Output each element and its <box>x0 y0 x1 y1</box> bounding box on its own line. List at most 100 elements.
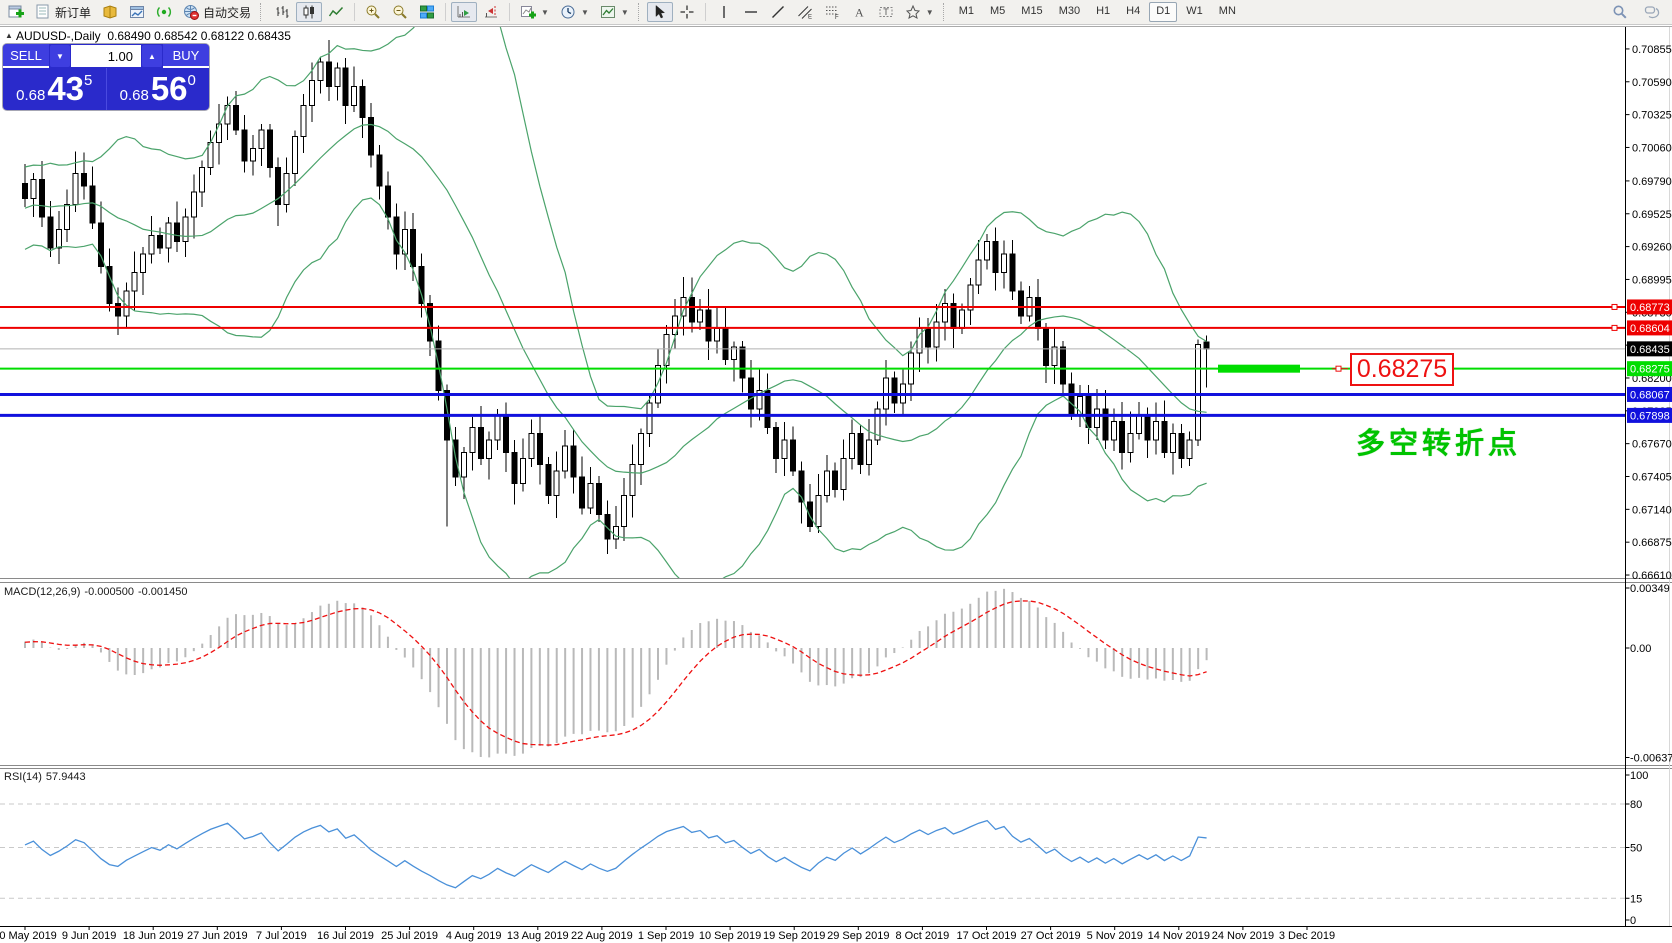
add-indicator-icon <box>521 6 537 19</box>
new-order-button[interactable]: 新订单 <box>30 2 96 22</box>
arrows-caret-icon: ▼ <box>925 7 934 17</box>
buy-price-small: 0.68 <box>119 87 149 104</box>
horizontal-line-icon <box>744 11 757 13</box>
indicators-caret-icon: ▼ <box>541 7 549 17</box>
buy-button[interactable]: BUY <box>163 44 209 68</box>
auto-trading-button[interactable]: 自动交易 <box>178 2 256 22</box>
timeframe-W1[interactable]: W1 <box>1186 5 1203 17</box>
zoom-in-icon <box>366 5 380 19</box>
svg-text:16 Jul 2019: 16 Jul 2019 <box>317 930 374 942</box>
svg-text:5 Nov 2019: 5 Nov 2019 <box>1087 930 1143 942</box>
horizontal-line-button[interactable] <box>738 2 764 22</box>
svg-text:1 Sep 2019: 1 Sep 2019 <box>638 930 694 942</box>
svg-text:0.70060: 0.70060 <box>1632 142 1672 154</box>
cursor-icon <box>655 4 665 19</box>
svg-text:0.00: 0.00 <box>1630 643 1651 655</box>
yellow-book-icon <box>103 5 117 19</box>
svg-text:-0.00637: -0.00637 <box>1630 753 1672 765</box>
vertical-line-button[interactable] <box>711 2 737 22</box>
search-icon <box>1613 5 1627 19</box>
svg-text:0.69525: 0.69525 <box>1632 209 1672 221</box>
clock-icon <box>561 5 575 19</box>
toolbar-handle[interactable] <box>260 3 265 21</box>
svg-text:0.70325: 0.70325 <box>1632 110 1672 122</box>
sell-price[interactable]: 0.68 43 5 <box>3 68 107 110</box>
timeframe-M30[interactable]: M30 <box>1058 5 1081 17</box>
toolbar-handle[interactable] <box>942 3 948 21</box>
svg-text:24 Nov 2019: 24 Nov 2019 <box>1212 930 1274 942</box>
svg-text:30 May 2019: 30 May 2019 <box>0 930 57 942</box>
svg-text:0.00349: 0.00349 <box>1630 583 1670 595</box>
fibonacci-icon: F <box>825 6 839 20</box>
rsi-value: 57.9443 <box>45 771 86 783</box>
toolbar-handle[interactable] <box>637 3 643 21</box>
indicators-button[interactable]: ▼ <box>515 2 554 22</box>
chart-shift-button[interactable] <box>478 2 504 22</box>
line-chart-button[interactable] <box>323 2 349 22</box>
volume-down-icon[interactable]: ▼ <box>50 45 70 67</box>
svg-text:8 Oct 2019: 8 Oct 2019 <box>895 930 949 942</box>
zoom-in-button[interactable] <box>360 2 386 22</box>
volume-field[interactable]: 1.00 <box>71 45 141 67</box>
sell-button[interactable]: SELL <box>3 44 49 68</box>
svg-text:0.69260: 0.69260 <box>1632 242 1672 254</box>
svg-text:13 Aug 2019: 13 Aug 2019 <box>507 930 569 942</box>
svg-text:27 Oct 2019: 27 Oct 2019 <box>1021 930 1081 942</box>
auto-scroll-button[interactable] <box>451 2 478 22</box>
svg-text:4 Aug 2019: 4 Aug 2019 <box>446 930 502 942</box>
chart-window-icon <box>130 6 145 18</box>
fibonacci-button[interactable]: F <box>819 2 845 22</box>
text-label-icon: T <box>879 7 893 17</box>
bar-chart-button[interactable] <box>269 2 295 22</box>
sell-price-big: 43 <box>47 70 85 107</box>
svg-text:15: 15 <box>1630 893 1642 905</box>
candlestick-chart-button[interactable] <box>296 2 323 22</box>
arrows-button[interactable]: ▼ <box>900 2 939 22</box>
crosshair-button[interactable] <box>674 2 700 22</box>
volume-up-icon[interactable]: ▲ <box>142 45 162 67</box>
cursor-button[interactable] <box>646 2 673 22</box>
new-order-label: 新订单 <box>55 5 92 20</box>
svg-text:A: A <box>855 6 864 20</box>
zoom-out-button[interactable] <box>387 2 413 22</box>
templates-button[interactable]: ▼ <box>595 2 634 22</box>
timeframe-D1[interactable]: D1 <box>1149 2 1178 22</box>
timeframe-H1[interactable]: H1 <box>1096 5 1111 17</box>
macd-name: MACD(12,26,9) <box>4 586 81 598</box>
market-watch-button[interactable] <box>124 2 150 22</box>
trendline-icon <box>771 6 784 18</box>
timeframe-H4[interactable]: H4 <box>1126 5 1141 17</box>
panel-collapse-icon[interactable]: ▲ <box>5 31 13 40</box>
signals-button[interactable] <box>151 2 177 22</box>
text-label-button[interactable]: T <box>873 2 899 22</box>
svg-text:29 Sep 2019: 29 Sep 2019 <box>827 930 889 942</box>
text-button[interactable]: A <box>846 2 872 22</box>
channel-button[interactable]: E <box>792 2 818 22</box>
new-order-icon <box>36 4 49 19</box>
svg-text:0.67670: 0.67670 <box>1632 439 1672 451</box>
template-icon <box>600 6 615 18</box>
timeframe-M15[interactable]: M15 <box>1021 5 1043 17</box>
svg-text:0.67898: 0.67898 <box>1630 410 1670 422</box>
buy-price[interactable]: 0.68 56 0 <box>107 68 210 110</box>
turning-point-annotation[interactable]: 多空转折点 <box>1356 428 1522 460</box>
history-center-button[interactable] <box>97 2 123 22</box>
search-button[interactable] <box>1607 2 1633 22</box>
svg-text:14 Nov 2019: 14 Nov 2019 <box>1148 930 1210 942</box>
chat-button[interactable] <box>1639 2 1665 22</box>
periods-caret-icon: ▼ <box>580 7 589 17</box>
svg-text:0.66610: 0.66610 <box>1632 570 1672 582</box>
macd-value-main: -0.000500 <box>84 586 134 598</box>
svg-text:80: 80 <box>1630 799 1642 811</box>
svg-text:F: F <box>835 15 839 20</box>
text-a-icon: A <box>855 6 864 20</box>
timeframe-MN[interactable]: MN <box>1218 5 1236 17</box>
timeframe-M1[interactable]: M1 <box>958 5 974 17</box>
tile-windows-button[interactable] <box>414 2 440 22</box>
trendline-button[interactable] <box>765 2 791 22</box>
price-callout-box[interactable]: 0.68275 <box>1350 353 1454 386</box>
new-chart-button[interactable] <box>3 2 29 22</box>
timeframe-M5[interactable]: M5 <box>990 5 1006 17</box>
periods-button[interactable]: ▼ <box>555 2 594 22</box>
